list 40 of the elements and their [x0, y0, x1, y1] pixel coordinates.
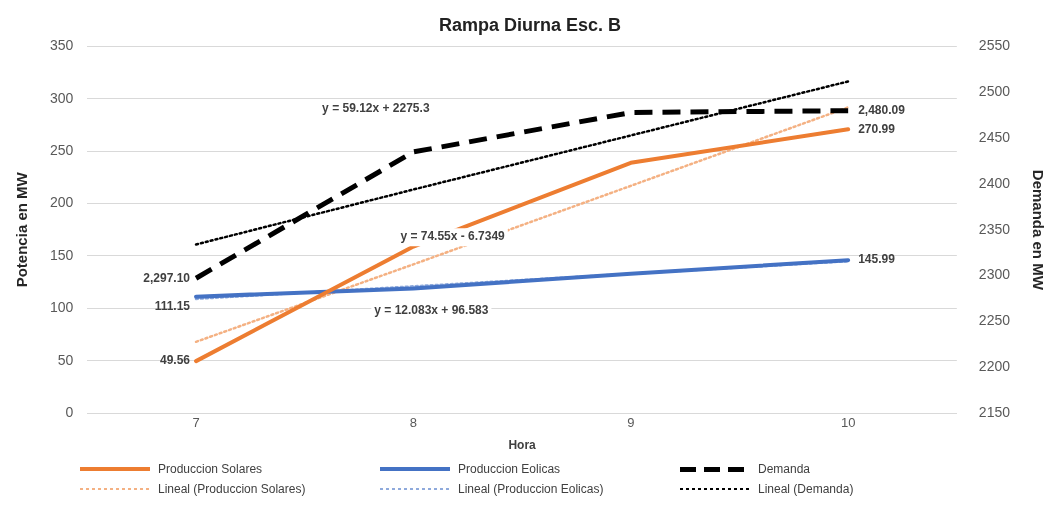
data-label: 145.99	[858, 252, 896, 267]
data-label: 2,480.09	[858, 102, 906, 117]
x-tick-label: 9	[627, 415, 635, 431]
y2-tick-label: 2200	[978, 358, 1011, 375]
x-tick-label: 8	[409, 415, 418, 431]
chart-title: Rampa Diurna Esc. B	[438, 14, 622, 35]
y2-tick-label: 2500	[978, 83, 1011, 100]
legend-label: Lineal (Produccion Solares)	[158, 482, 306, 496]
y-tick-label: 350	[50, 37, 74, 54]
y-tick-label: 150	[50, 246, 74, 263]
legend-label: Lineal (Produccion Eolicas)	[458, 482, 604, 496]
x-tick-label: 10	[840, 415, 856, 431]
y-tick-label: 200	[50, 194, 74, 211]
legend-label: Produccion Solares	[158, 462, 263, 476]
y-tick-label: 0	[65, 403, 74, 420]
annotation: y = 74.55x - 6.7349	[400, 229, 506, 244]
y-tick-label: 50	[57, 351, 74, 368]
annotation: y = 12.083x + 96.583	[374, 302, 489, 317]
y-axis-title: Potencia en MW	[13, 171, 31, 288]
y-tick-label: 300	[50, 89, 74, 106]
y2-tick-label: 2300	[978, 266, 1011, 283]
x-tick-label: 7	[192, 415, 200, 431]
legend-label: Demanda	[758, 462, 811, 476]
data-label: 270.99	[858, 121, 896, 136]
legend-label: Lineal (Demanda)	[758, 482, 854, 496]
data-label: 49.56	[160, 353, 191, 368]
y-tick-label: 100	[50, 299, 74, 316]
y2-tick-label: 2250	[978, 312, 1011, 329]
y2-tick-label: 2150	[978, 403, 1011, 420]
y2-tick-label: 2400	[978, 174, 1011, 191]
data-label: 2,297.10	[143, 270, 191, 285]
y2-tick-label: 2450	[978, 129, 1011, 146]
y2-tick-label: 2350	[978, 220, 1011, 237]
y2-tick-label: 2550	[978, 37, 1011, 54]
annotation: y = 59.12x + 2275.3	[322, 101, 430, 116]
x-axis-title: Hora	[508, 438, 537, 453]
y2-axis-title: Demanda en MW	[1029, 169, 1047, 291]
data-label: 111.15	[154, 298, 191, 313]
y-tick-label: 250	[50, 142, 74, 159]
legend-label: Produccion Eolicas	[458, 462, 561, 476]
